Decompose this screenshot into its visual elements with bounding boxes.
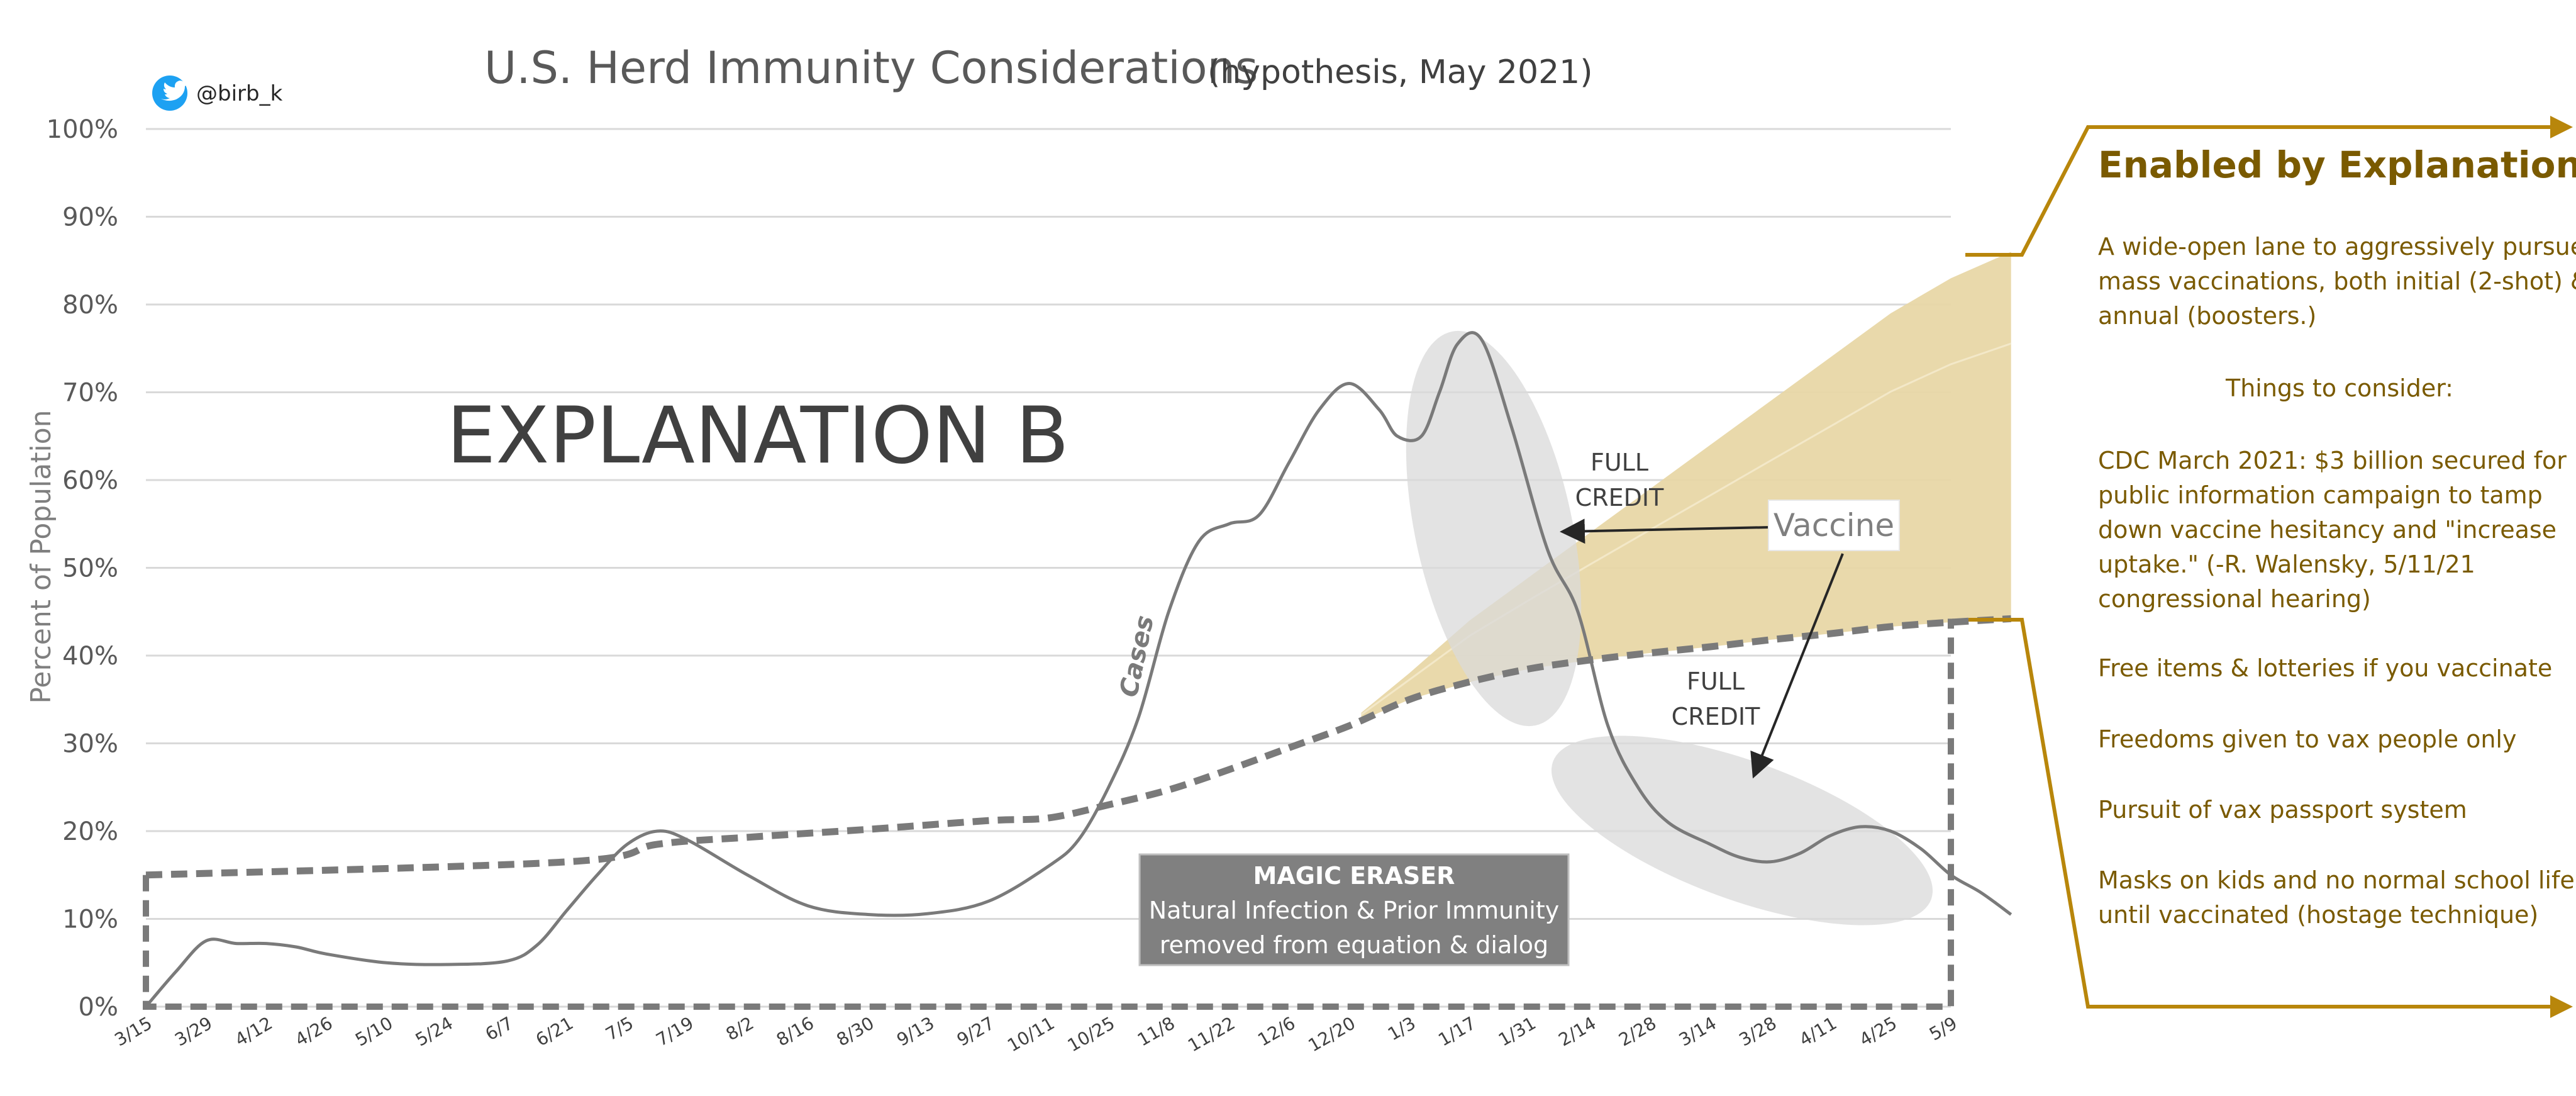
side-cdc-line-4: uptake." (-R. Walensky, 5/11/21 <box>2098 551 2475 578</box>
x-tick-label: 5/9 <box>1926 1012 1961 1044</box>
x-tick-label: 9/27 <box>953 1012 998 1050</box>
full-credit-label-1-line2: CREDIT <box>1575 484 1664 512</box>
x-tick-label: 3/14 <box>1675 1012 1720 1050</box>
x-tick-label: 12/20 <box>1304 1012 1358 1056</box>
magic-eraser-frame <box>143 618 1954 1010</box>
highlight-ellipse-peak <box>1406 330 1582 727</box>
side-consider-heading: Things to consider: <box>2225 374 2453 402</box>
side-item-passport: Pursuit of vax passport system <box>2098 796 2467 824</box>
y-tick-label: 90% <box>62 203 118 232</box>
gridlines <box>146 128 1951 1008</box>
y-tick-label: 80% <box>62 291 118 320</box>
side-masks-line-1: Masks on kids and no normal school life <box>2098 866 2575 894</box>
x-tick-label: 5/10 <box>352 1012 396 1050</box>
y-tick-label: 10% <box>62 905 118 934</box>
full-credit-label-2-line2: CREDIT <box>1672 703 1760 730</box>
x-tick-label: 7/19 <box>653 1012 697 1050</box>
y-tick-labels: 0% 10% 20% 30% 40% 50% 60% 70% 80% 90% 100% <box>47 115 118 1022</box>
x-tick-label: 12/6 <box>1254 1012 1299 1050</box>
magic-eraser-line-2: removed from equation & dialog <box>1160 931 1548 959</box>
x-tick-label: 8/30 <box>833 1012 878 1050</box>
side-masks-line-2: until vaccinated (hostage technique) <box>2098 901 2538 929</box>
side-panel: Enabled by Explanation B A wide-open lan… <box>2098 143 2576 929</box>
x-tick-label: 4/11 <box>1796 1012 1840 1050</box>
lower-bracket-line <box>1968 618 2573 1018</box>
y-tick-label: 0% <box>79 993 118 1022</box>
x-tick-label: 8/16 <box>773 1012 818 1050</box>
series-immunity-dashed-line <box>145 615 2012 879</box>
y-tick-label: 70% <box>62 379 118 408</box>
y-tick-label: 40% <box>62 642 118 671</box>
arrow-vaccine-to-decline <box>1750 553 1844 779</box>
x-tick-label: 8/2 <box>723 1012 758 1044</box>
explanation-label: EXPLANATION B <box>447 391 1069 481</box>
y-axis-label: Percent of Population <box>25 410 57 703</box>
y-tick-label: 20% <box>62 817 118 846</box>
x-tick-label: 4/25 <box>1856 1012 1901 1050</box>
x-tick-label: 5/24 <box>412 1012 457 1050</box>
x-tick-label: 11/8 <box>1134 1012 1179 1050</box>
full-credit-label-2-line1: FULL <box>1687 668 1745 695</box>
y-tick-label: 60% <box>62 466 118 495</box>
side-intro-line-2: mass vaccinations, both initial (2-shot)… <box>2098 267 2576 295</box>
x-tick-label: 2/28 <box>1615 1012 1660 1050</box>
side-item-free: Free items & lotteries if you vaccinate <box>2098 654 2552 682</box>
chart-title: U.S. Herd Immunity Considerations <box>484 42 1258 94</box>
x-tick-label: 1/31 <box>1495 1012 1540 1050</box>
magic-eraser-box: MAGIC ERASER Natural Infection & Prior I… <box>1138 853 1570 966</box>
y-tick-label: 100% <box>47 115 118 144</box>
vaccine-label-box <box>1768 500 1900 551</box>
x-tick-label: 2/14 <box>1555 1012 1600 1050</box>
side-item-freedoms: Freedoms given to vax people only <box>2098 725 2516 753</box>
twitter-handle: @birb_k <box>196 81 283 106</box>
x-tick-label: 1/3 <box>1384 1012 1419 1044</box>
upper-bracket-line <box>1965 116 2573 257</box>
side-cdc-line-5: congressional hearing) <box>2098 585 2371 613</box>
highlight-ellipse-decline <box>1551 735 1933 925</box>
x-tick-labels: 3/15 3/29 4/12 4/26 5/10 5/24 6/7 6/21 7/5 7/19 8/… <box>111 1012 1961 1056</box>
y-tick-label: 30% <box>62 730 118 759</box>
x-tick-label: 6/21 <box>532 1012 577 1050</box>
x-tick-label: 1/17 <box>1435 1012 1479 1050</box>
side-cdc-line-3: down vaccine hesitancy and "increase <box>2098 516 2557 544</box>
x-tick-label: 9/13 <box>893 1012 938 1050</box>
side-cdc-line-2: public information campaign to tamp <box>2098 481 2543 509</box>
twitter-badge: @birb_k <box>152 75 283 111</box>
twitter-bird-shape <box>160 81 187 101</box>
side-intro-line-1: A wide-open lane to aggressively pursue <box>2098 233 2576 260</box>
full-credit-label-1-line1: FULL <box>1591 449 1648 476</box>
x-tick-label: 4/26 <box>292 1012 336 1050</box>
magic-eraser-title: MAGIC ERASER <box>1253 862 1455 890</box>
series-cases-line <box>145 331 2012 1008</box>
y-tick-label: 50% <box>62 554 118 583</box>
x-tick-label: 3/28 <box>1736 1012 1780 1050</box>
chart-subtitle: (hypothesis, May 2021) <box>1208 53 1593 91</box>
side-cdc-line-1: CDC March 2021: $3 billion secured for <box>2098 447 2567 474</box>
arrow-vaccine-to-peak <box>1560 518 1771 544</box>
x-tick-label: 10/11 <box>1004 1012 1058 1056</box>
x-tick-label: 6/7 <box>482 1012 517 1044</box>
vaccine-label: Vaccine <box>1774 507 1894 544</box>
x-tick-label: 10/25 <box>1064 1012 1118 1056</box>
magic-eraser-line-1: Natural Infection & Prior Immunity <box>1149 897 1560 924</box>
side-panel-heading: Enabled by Explanation B <box>2098 143 2576 186</box>
x-tick-label: 3/29 <box>171 1012 216 1050</box>
x-tick-label: 4/12 <box>231 1012 276 1050</box>
x-tick-label: 7/5 <box>602 1012 637 1044</box>
side-intro-line-3: annual (boosters.) <box>2098 302 2316 330</box>
magic-eraser-background <box>1138 853 1570 966</box>
x-tick-label: 11/22 <box>1184 1012 1238 1056</box>
